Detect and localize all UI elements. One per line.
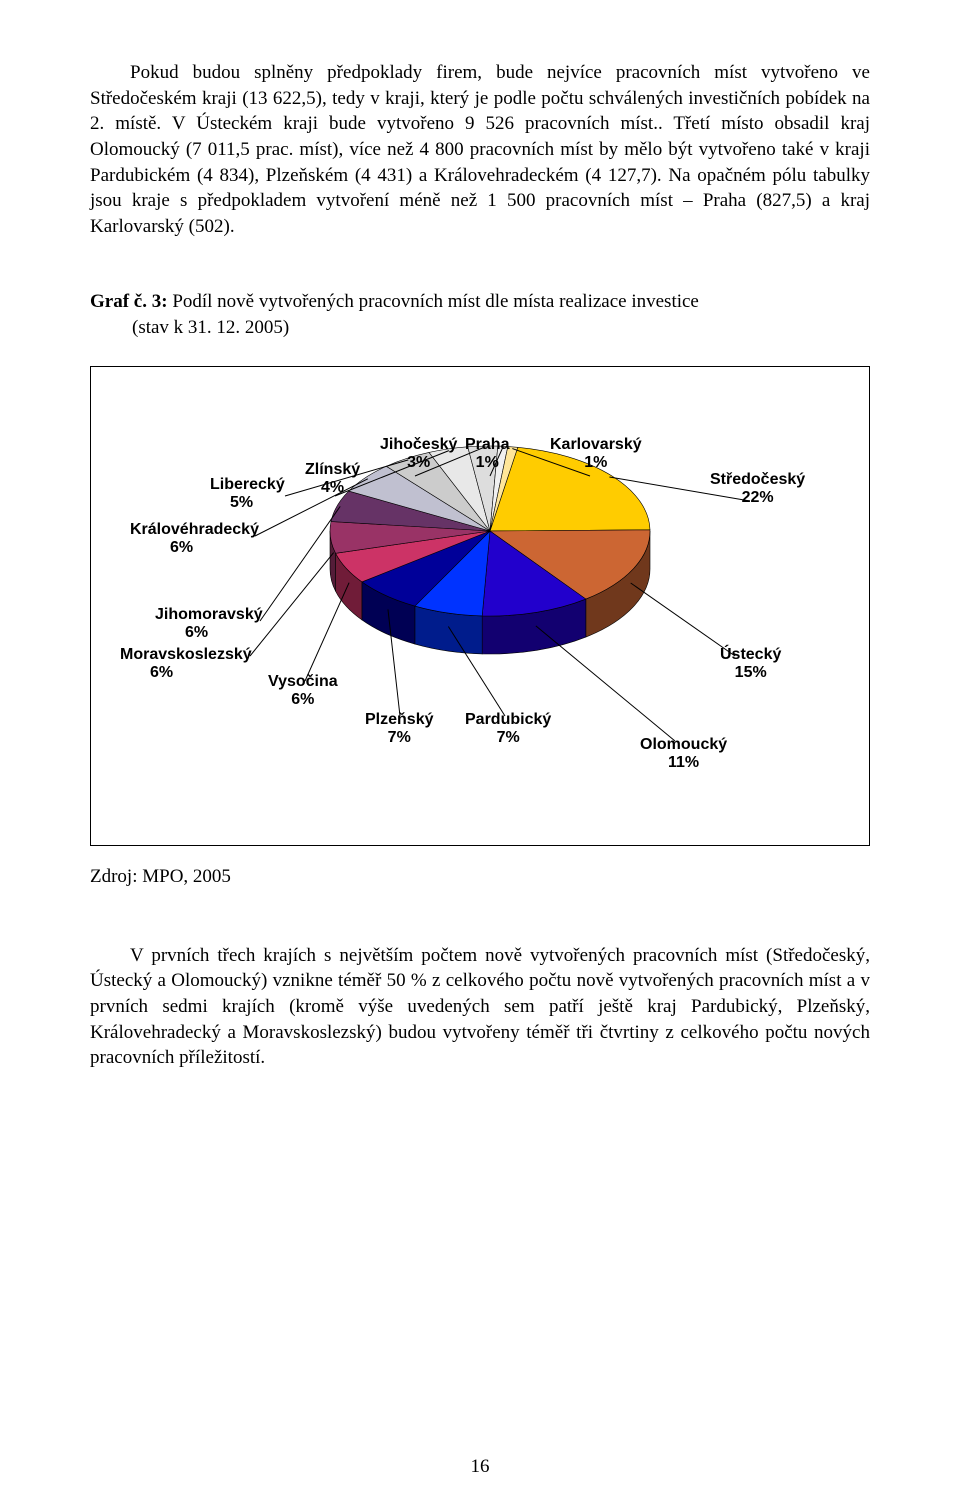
label-ustecky: Ústecký15% [720,646,781,683]
label-praha: Praha1% [465,436,509,473]
label-vysocina: Vysočina6% [268,673,338,710]
label-zlinsky: Zlínský4% [305,461,360,498]
chart-frame: Středočeský22% Ústecký15% Olomoucký11% P… [90,366,870,846]
label-moravskoslezsky: Moravskoslezský6% [120,646,252,683]
chart-title-prefix: Graf č. 3: [90,291,168,312]
paragraph-1: Pokud budou splněny předpoklady firem, b… [90,60,870,239]
label-olomoucky: Olomoucký11% [640,736,727,773]
pie-chart: Středočeský22% Ústecký15% Olomoucký11% P… [120,391,840,821]
page: Pokud budou splněny předpoklady firem, b… [0,0,960,1508]
label-liberecky: Liberecký5% [210,476,285,513]
label-karlovarsky: Karlovarský1% [550,436,642,473]
chart-source: Zdroj: MPO, 2005 [90,866,870,888]
label-stredocesky: Středočeský22% [710,471,805,508]
chart-title: Graf č. 3: Podíl nově vytvořených pracov… [90,289,870,340]
label-pardubicky: Pardubický7% [465,711,551,748]
label-jihocesky: Jihočeský3% [380,436,457,473]
label-jihomoravsky: Jihomoravský6% [155,606,263,643]
label-plzensky: Plzeňský7% [365,711,433,748]
label-kralovehradecky: Královéhradecký6% [130,521,259,558]
chart-title-text: Podíl nově vytvořených pracovních míst d… [168,291,699,312]
chart-title-line2: (stav k 31. 12. 2005) [132,315,289,341]
page-number: 16 [0,1456,960,1478]
paragraph-2-text: V prvních třech krajích s největším počt… [90,945,870,1069]
paragraph-1-text: Pokud budou splněny předpoklady firem, b… [90,62,870,237]
paragraph-2: V prvních třech krajích s největším počt… [90,943,870,1071]
